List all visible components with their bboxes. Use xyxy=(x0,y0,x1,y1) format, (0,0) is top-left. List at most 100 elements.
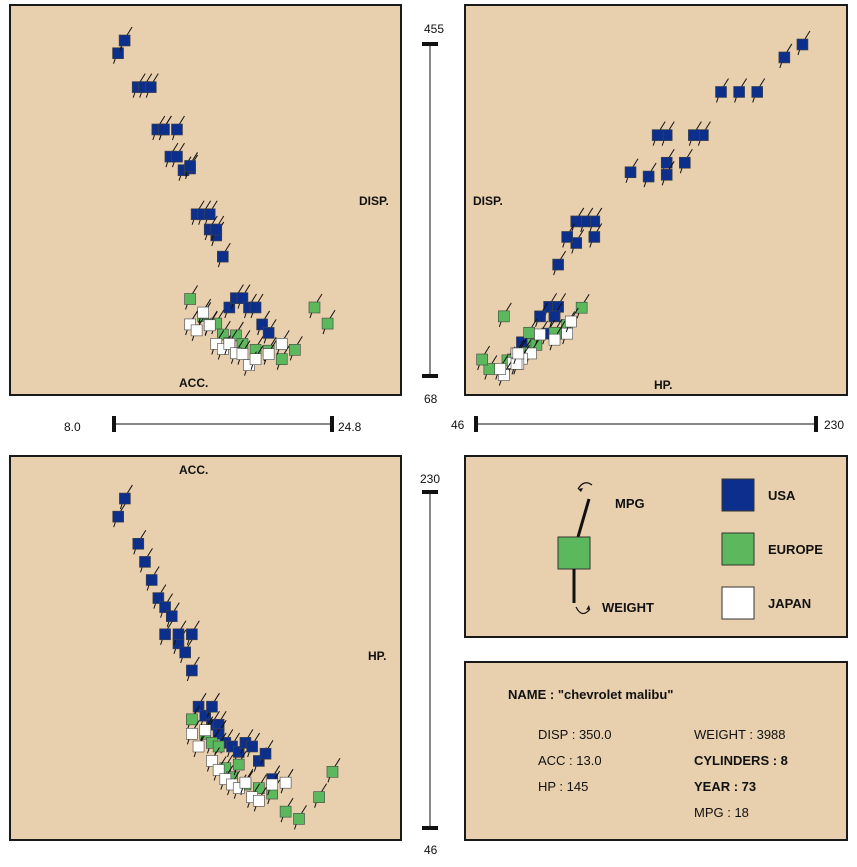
hp-scale-bar-v xyxy=(422,490,438,830)
data-point-usa[interactable] xyxy=(144,73,159,98)
data-point-usa[interactable] xyxy=(733,78,748,103)
data-point-japan[interactable] xyxy=(236,340,251,365)
data-point-europe[interactable] xyxy=(232,750,247,776)
data-point-europe[interactable] xyxy=(184,285,198,310)
data-point-usa[interactable] xyxy=(186,620,200,645)
acc-value: ACC : 13.0 xyxy=(538,753,602,768)
data-point-usa[interactable] xyxy=(151,115,166,141)
data-point-usa[interactable] xyxy=(660,161,675,186)
data-point-usa[interactable] xyxy=(118,26,133,52)
data-point-europe[interactable] xyxy=(308,293,323,319)
data-point-japan[interactable] xyxy=(253,787,267,812)
data-point-usa[interactable] xyxy=(561,223,576,248)
data-point-europe[interactable] xyxy=(575,293,590,319)
data-point-japan[interactable] xyxy=(186,720,200,745)
data-point-europe[interactable] xyxy=(289,336,303,361)
data-point-usa[interactable] xyxy=(552,250,567,276)
data-point-japan[interactable] xyxy=(494,355,509,380)
data-point-usa[interactable] xyxy=(796,30,811,56)
data-point-usa[interactable] xyxy=(210,215,225,241)
data-point-japan[interactable] xyxy=(548,325,563,351)
data-point-japan[interactable] xyxy=(203,311,218,336)
data-point-japan[interactable] xyxy=(512,339,527,365)
data-point-japan[interactable] xyxy=(275,330,290,355)
data-point-japan[interactable] xyxy=(249,345,264,370)
data-point-usa[interactable] xyxy=(715,78,729,103)
data-point-usa[interactable] xyxy=(172,620,187,645)
data-point-europe[interactable] xyxy=(279,797,294,823)
data-point-japan[interactable] xyxy=(262,340,277,365)
data-point-usa[interactable] xyxy=(249,293,264,319)
data-point-usa[interactable] xyxy=(256,310,271,336)
data-point-europe[interactable] xyxy=(293,805,307,830)
data-point-usa[interactable] xyxy=(112,502,127,528)
plot-acc-disp xyxy=(112,26,336,376)
ylabel-hp-disp: DISP. xyxy=(473,194,503,208)
hp-min-v: 46 xyxy=(424,843,438,857)
data-point-usa[interactable] xyxy=(778,43,793,69)
data-point-japan[interactable] xyxy=(212,756,227,781)
data-point-japan[interactable] xyxy=(219,765,234,790)
data-point-usa[interactable] xyxy=(165,602,180,627)
data-point-usa[interactable] xyxy=(588,207,603,233)
data-point-usa[interactable] xyxy=(651,121,666,146)
data-point-usa[interactable] xyxy=(217,242,231,268)
acc-max: 24.8 xyxy=(338,420,362,434)
data-point-usa[interactable] xyxy=(131,73,146,98)
data-point-japan[interactable] xyxy=(239,768,254,794)
data-point-usa[interactable] xyxy=(570,229,585,254)
data-point-usa[interactable] xyxy=(119,484,133,510)
data-point-usa[interactable] xyxy=(206,692,220,718)
data-point-usa[interactable] xyxy=(236,284,251,309)
data-point-japan[interactable] xyxy=(223,330,238,355)
data-point-usa[interactable] xyxy=(171,142,185,168)
data-point-usa[interactable] xyxy=(159,593,173,618)
data-point-usa[interactable] xyxy=(751,78,766,103)
data-point-usa[interactable] xyxy=(152,584,167,609)
data-point-japan[interactable] xyxy=(184,310,198,336)
data-point-usa[interactable] xyxy=(642,162,657,188)
data-point-japan[interactable] xyxy=(266,770,281,796)
data-point-usa[interactable] xyxy=(624,158,639,183)
data-point-usa[interactable] xyxy=(588,223,603,248)
data-point-usa[interactable] xyxy=(548,302,563,328)
data-point-usa[interactable] xyxy=(226,732,240,758)
data-point-usa[interactable] xyxy=(145,566,160,591)
data-point-japan[interactable] xyxy=(564,307,579,333)
data-point-usa[interactable] xyxy=(186,656,200,682)
data-point-europe[interactable] xyxy=(321,309,336,335)
data-point-usa[interactable] xyxy=(259,739,274,765)
data-point-usa[interactable] xyxy=(679,148,693,174)
scatter-hp-disp: HP. DISP. xyxy=(464,4,848,396)
acc-scale-bar xyxy=(112,416,334,432)
data-point-usa[interactable] xyxy=(139,548,153,573)
data-point-usa[interactable] xyxy=(159,620,173,645)
data-point-usa[interactable] xyxy=(171,115,185,141)
data-point-japan[interactable] xyxy=(279,768,294,794)
data-point-europe[interactable] xyxy=(476,345,491,371)
disp-value: DISP : 350.0 xyxy=(538,727,612,742)
data-point-usa[interactable] xyxy=(570,207,585,233)
data-point-japan[interactable] xyxy=(199,716,214,741)
data-point-europe[interactable] xyxy=(498,302,512,328)
data-point-usa[interactable] xyxy=(262,319,277,344)
data-point-japan[interactable] xyxy=(197,298,212,324)
data-point-europe[interactable] xyxy=(313,783,328,808)
data-point-japan[interactable] xyxy=(206,747,220,772)
data-point-usa[interactable] xyxy=(246,732,261,758)
data-point-japan[interactable] xyxy=(534,320,548,346)
disp-max: 455 xyxy=(424,22,445,36)
data-point-usa[interactable] xyxy=(179,638,194,664)
ylabel-acc-disp: DISP. xyxy=(359,194,389,208)
data-point-usa[interactable] xyxy=(132,530,147,555)
data-point-usa[interactable] xyxy=(534,302,548,328)
data-point-usa[interactable] xyxy=(688,121,702,146)
glyph-mpg-label: MPG xyxy=(615,496,645,511)
data-point-europe[interactable] xyxy=(326,758,341,783)
scatter-acc-disp: ACC. DISP. xyxy=(9,4,402,396)
ylabel-acc-hp: HP. xyxy=(368,649,387,663)
data-point-usa[interactable] xyxy=(184,152,198,177)
data-point-usa[interactable] xyxy=(158,115,172,141)
data-point-usa[interactable] xyxy=(203,200,218,225)
disp-scale-bar xyxy=(422,42,438,378)
